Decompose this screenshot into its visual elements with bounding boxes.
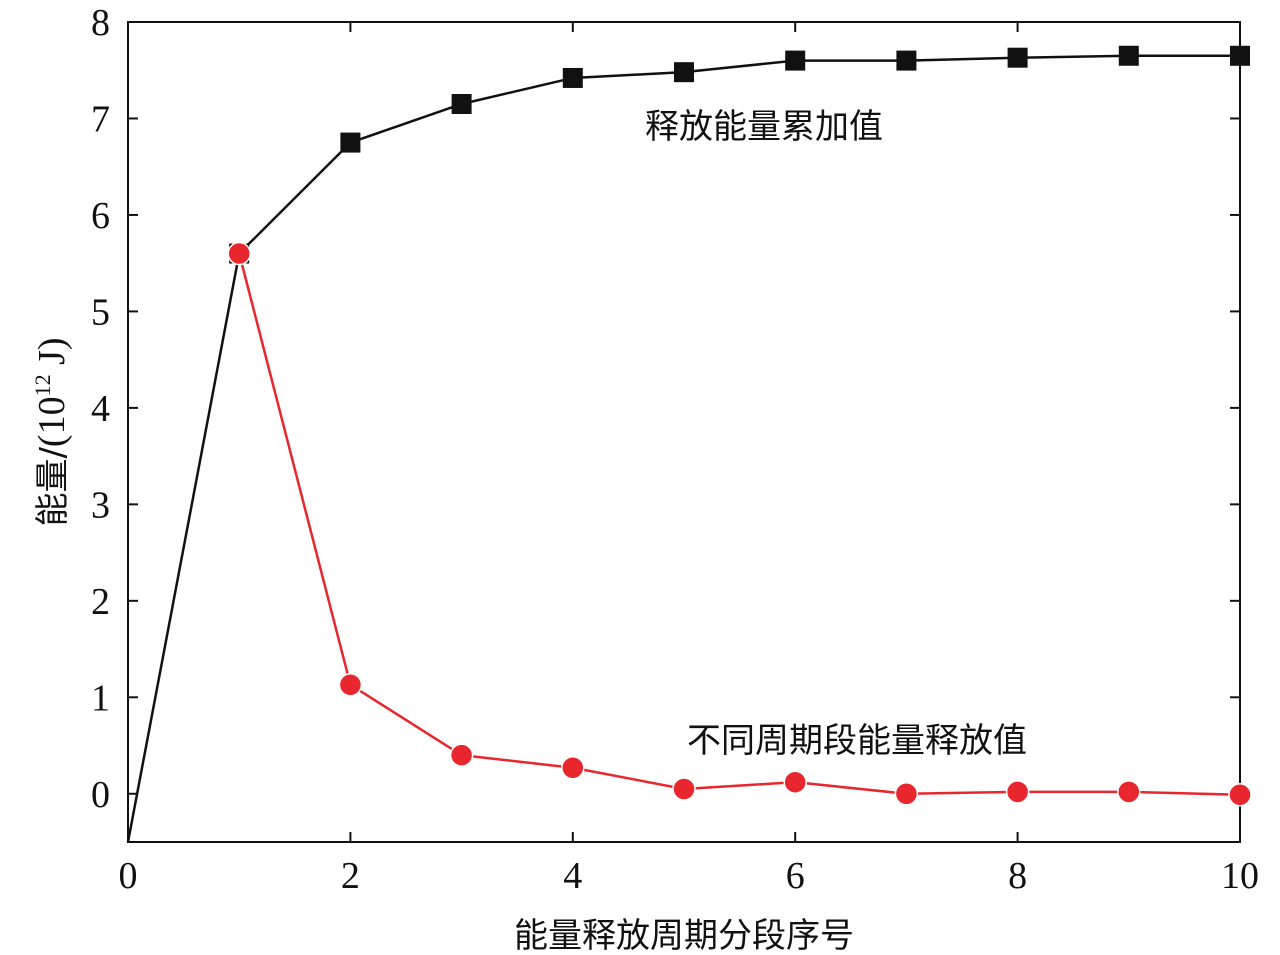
y-tick-label: 7 xyxy=(91,98,110,140)
series-line xyxy=(237,253,1241,796)
x-tick-label: 6 xyxy=(786,855,805,897)
data-point-square xyxy=(340,132,361,153)
data-point-circle xyxy=(783,770,807,794)
data-point-circle xyxy=(227,241,251,266)
data-point-square xyxy=(785,50,806,71)
y-axis-title-rest: J) xyxy=(31,337,73,374)
series-line xyxy=(126,54,1240,843)
data-point-square xyxy=(451,94,472,114)
y-tick-label: 2 xyxy=(91,581,110,623)
data-point-circle xyxy=(561,755,585,780)
data-point-circle xyxy=(449,743,474,767)
series-group xyxy=(126,45,1252,843)
data-point-circle xyxy=(1228,782,1252,807)
y-tick-label: 6 xyxy=(91,195,110,237)
data-point-square xyxy=(1007,47,1028,68)
y-tick-label: 1 xyxy=(91,677,110,719)
x-tick-label: 4 xyxy=(563,855,582,897)
x-tick-label: 8 xyxy=(1008,855,1027,897)
y-tick-label: 8 xyxy=(91,2,110,44)
annotation-cumulative: 释放能量累加值 xyxy=(645,107,883,147)
x-tick-label: 2 xyxy=(341,855,360,897)
y-tick-label: 5 xyxy=(91,291,110,333)
data-point-circle xyxy=(894,782,919,806)
tick-group: 0 2 4 6 8 10 0 1 2 3 4 5 6 7 8 xyxy=(91,2,1259,897)
x-tick-label: 0 xyxy=(119,855,138,897)
plot-frame xyxy=(127,21,1241,843)
series-1 xyxy=(227,241,1252,807)
y-tick-label: 3 xyxy=(91,484,110,526)
data-point-circle xyxy=(1117,780,1141,804)
data-point-square xyxy=(562,67,583,88)
y-tick-label: 0 xyxy=(91,774,110,816)
annotation-per-period: 不同周期段能量释放值 xyxy=(687,721,1027,761)
data-point-circle xyxy=(338,673,363,697)
y-axis-title-base: 10 xyxy=(31,396,73,434)
y-axis-title-main: 能量/ xyxy=(33,447,73,527)
data-point-square xyxy=(674,62,694,83)
data-point-square xyxy=(1118,45,1139,66)
y-axis-title: 能量/(1012 J) xyxy=(30,337,73,526)
data-point-square xyxy=(1230,45,1250,66)
y-tick-label: 4 xyxy=(91,388,110,430)
data-point-circle xyxy=(1005,780,1030,804)
data-point-square xyxy=(896,50,917,71)
x-axis-title: 能量释放周期分段序号 xyxy=(514,916,854,955)
data-point-circle xyxy=(672,777,696,801)
y-axis-title-open: ( xyxy=(31,434,73,447)
y-axis-title-exp: 12 xyxy=(30,374,55,396)
x-tick-label: 10 xyxy=(1221,855,1259,897)
